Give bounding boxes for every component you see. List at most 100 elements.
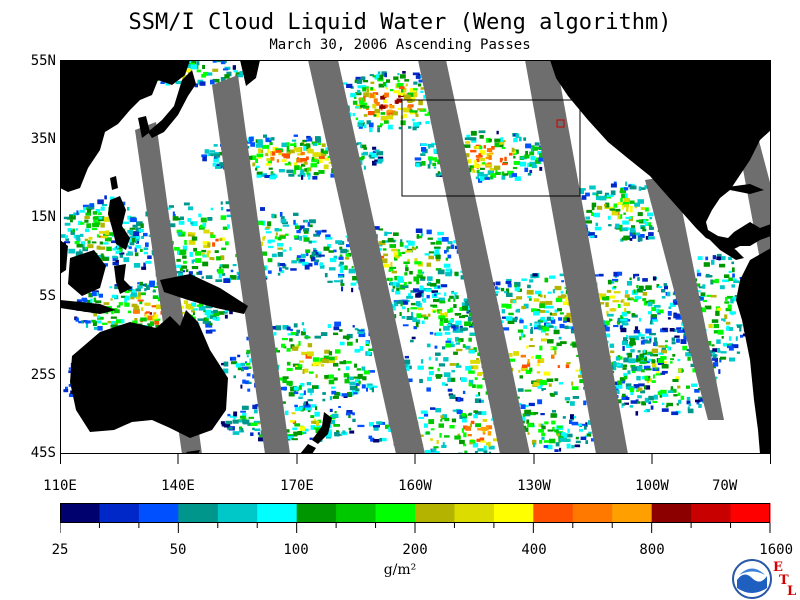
cloud-pixel [490,418,495,421]
cloud-pixel [390,305,396,311]
cloud-pixel [265,231,272,234]
cloud-pixel [339,269,344,273]
cloud-pixel [566,443,571,449]
cloud-pixel [559,341,567,345]
cloud-pixel [314,362,320,366]
cloud-pixel [652,353,658,357]
cloud-pixel [677,358,681,362]
cloud-pixel [671,337,676,342]
cloud-pixel [206,252,210,258]
cloud-pixel [416,319,421,324]
cloud-pixel [472,384,476,388]
cloud-pixel [437,237,443,241]
cloud-pixel [328,250,334,253]
cloud-pixel [306,139,313,142]
cloud-pixel [442,382,446,386]
cloud-pixel [74,241,80,245]
cloud-pixel [630,364,636,368]
cloud-pixel [624,402,629,405]
cloud-pixel [86,223,91,229]
cloud-pixel [508,358,516,362]
cloud-pixel [358,332,366,338]
swath-gap [212,75,290,454]
cloud-pixel [216,256,221,261]
cloud-pixel [449,377,456,382]
cloud-pixel [91,241,97,244]
cloud-pixel [270,156,275,161]
cloud-pixel [383,99,387,104]
cloud-pixel [646,336,652,339]
cloud-pixel [401,285,409,289]
cloud-pixel [411,336,416,340]
cloud-pixel [346,244,353,248]
cloud-pixel [212,60,217,63]
cloud-pixel [351,287,354,293]
cloud-pixel [468,379,474,385]
cloud-pixel [286,154,290,159]
cloud-pixel [270,175,276,179]
cloud-pixel [119,254,123,258]
cloud-pixel [640,390,646,394]
cloud-pixel [217,268,224,274]
cloud-pixel [530,329,533,334]
cloud-pixel [412,317,417,322]
cloud-pixel [634,202,640,207]
cloud-pixel [620,319,625,323]
cloud-pixel [309,254,315,259]
cloud-pixel [674,335,680,338]
cloud-pixel [356,368,361,371]
cloud-pixel [349,376,354,381]
cloud-pixel [312,143,318,146]
cloud-pixel [650,352,654,357]
cloud-pixel [552,289,555,294]
cloud-pixel [137,285,143,289]
cloud-pixel [126,253,133,256]
cloud-pixel [409,108,413,113]
cloud-pixel [387,115,394,120]
cloud-pixel [527,423,534,428]
cloud-pixel [195,251,202,256]
cloud-pixel [316,420,320,426]
cloud-pixel [607,215,611,220]
cloud-pixel [105,230,110,235]
cloud-pixel [644,185,650,189]
cloud-pixel [621,395,628,400]
cloud-pixel [140,292,146,296]
cloud-pixel [136,294,141,300]
cloud-pixel [286,149,293,153]
cloud-pixel [220,77,226,82]
cloud-pixel [239,415,246,419]
cloud-pixel [353,392,358,395]
cloud-pixel [545,323,551,326]
cloud-pixel [98,199,103,204]
colorbar [60,503,771,533]
cloud-pixel [380,123,383,126]
cloud-pixel [187,60,193,64]
cloud-pixel [202,156,207,162]
cloud-pixel [463,327,469,331]
cloud-pixel [560,290,564,294]
cloud-pixel [153,316,158,320]
cloud-pixel [183,300,188,305]
cloud-pixel [637,234,645,238]
cloud-pixel [642,298,647,302]
cloud-pixel [177,232,182,236]
cloud-pixel [726,325,730,329]
cloud-pixel [417,365,424,370]
cloud-pixel [470,420,475,425]
cloud-pixel [240,362,246,366]
cloud-pixel [610,183,617,188]
cloud-pixel [110,324,115,328]
cloud-pixel [218,151,225,156]
cloud-pixel [567,428,570,433]
cloud-pixel [345,253,350,257]
cloud-pixel [210,207,213,211]
cloud-pixel [411,110,418,113]
australia-land [70,310,228,438]
cloud-pixel [599,302,605,305]
cloud-pixel [643,289,646,292]
cloud-pixel [299,426,305,431]
cloud-pixel [94,222,100,226]
cloud-pixel [133,263,141,268]
cloud-pixel [328,360,335,364]
